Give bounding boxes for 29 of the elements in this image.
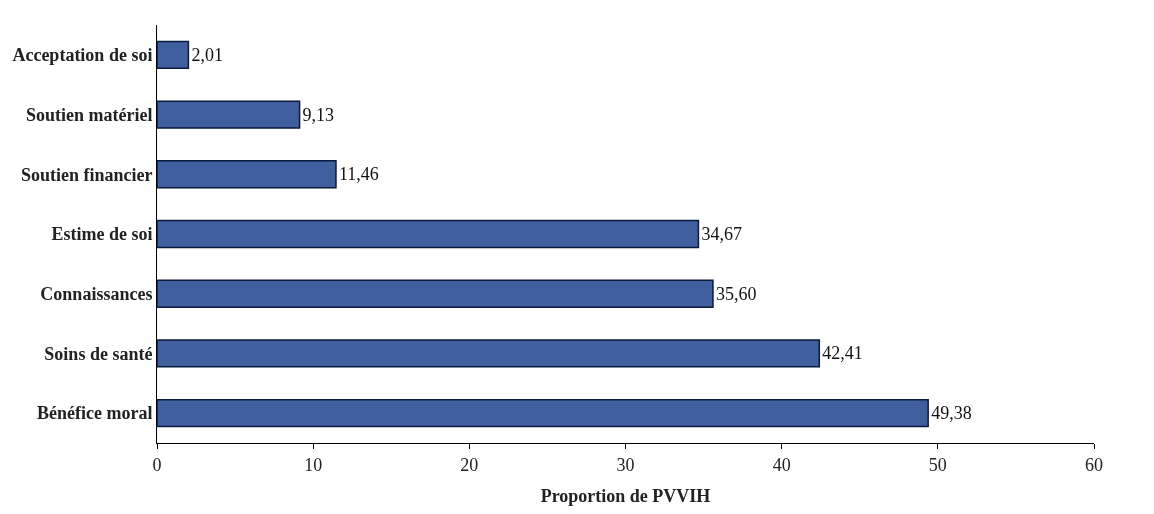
bar bbox=[157, 339, 821, 368]
bar bbox=[157, 279, 714, 308]
y-tick-label: Acceptation de soi bbox=[12, 45, 153, 66]
y-tick-label: Soutien financier bbox=[20, 164, 153, 185]
data-label: 2,01 bbox=[191, 44, 223, 65]
y-tick-label: Soins de santé bbox=[44, 343, 153, 364]
x-tick-label: 30 bbox=[616, 454, 635, 475]
bar bbox=[157, 160, 337, 189]
data-label: 49,38 bbox=[931, 403, 972, 424]
y-tick-label: Connaissances bbox=[40, 284, 153, 305]
y-tick-label: Soutien matériel bbox=[25, 104, 153, 125]
x-tick-label: 20 bbox=[460, 454, 479, 475]
data-label: 35,60 bbox=[715, 283, 757, 304]
data-label: 11,46 bbox=[338, 164, 379, 185]
bar bbox=[157, 398, 929, 428]
bar bbox=[157, 100, 301, 129]
y-tick-label: Estime de soi bbox=[51, 224, 153, 245]
data-label: 9,13 bbox=[302, 104, 335, 125]
x-tick-label: 10 bbox=[304, 454, 323, 475]
bar bbox=[157, 219, 700, 249]
data-label: 42,41 bbox=[822, 343, 863, 364]
data-label: 34,67 bbox=[701, 224, 742, 244]
x-tick-label: 50 bbox=[928, 454, 947, 475]
bar bbox=[157, 40, 190, 70]
y-tick-label: Bénéfice moral bbox=[36, 403, 153, 424]
x-tick-label: 60 bbox=[1085, 454, 1103, 475]
x-tick-label: 40 bbox=[772, 454, 791, 475]
x-tick-label: 0 bbox=[152, 454, 162, 475]
x-axis-title: Proportion de PVVIH bbox=[540, 485, 711, 506]
